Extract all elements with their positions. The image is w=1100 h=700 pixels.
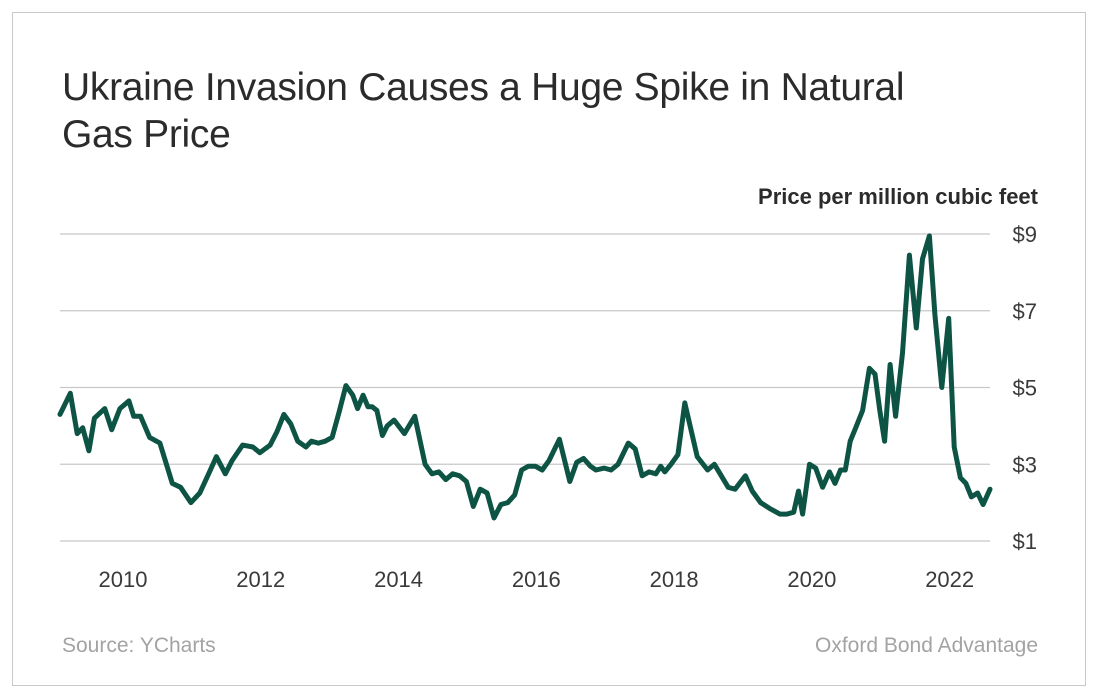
x-tick-labels: 2010 2012 2014 2016 2018 2020 2022 [99,567,975,592]
source-note: Source: YCharts [62,634,216,657]
y-tick-label: $9 [1013,222,1037,247]
brand-credit: Oxford Bond Advantage [815,634,1038,657]
y-tick-label: $1 [1013,529,1037,554]
x-tick-label: 2022 [925,567,974,592]
x-tick-label: 2010 [99,567,148,592]
y-axis-label: Price per million cubic feet [758,184,1038,209]
y-tick-labels: $1 $3 $5 $7 $9 [1013,222,1037,554]
x-tick-label: 2016 [512,567,561,592]
x-tick-label: 2018 [650,567,699,592]
chart-frame [12,12,1086,686]
chart-title: Ukraine Invasion Causes a Huge Spike in … [62,66,905,156]
series-layer [57,233,993,521]
y-tick-label: $7 [1013,299,1037,324]
x-tick-label: 2020 [787,567,836,592]
series-line [57,233,993,521]
y-tick-label: $3 [1013,452,1037,477]
x-tick-label: 2012 [236,567,285,592]
x-tick-label: 2014 [374,567,423,592]
y-tick-label: $5 [1013,376,1037,401]
